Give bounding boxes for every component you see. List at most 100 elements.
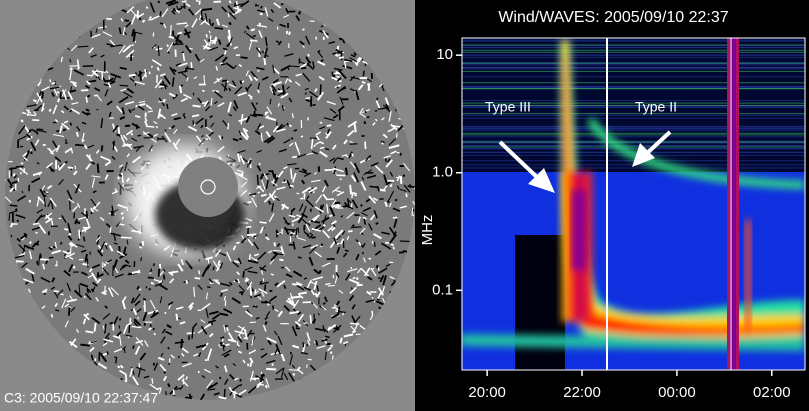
- speckle: [9, 214, 10, 220]
- speckle: [210, 19, 211, 25]
- speckle: [51, 314, 52, 318]
- speckle: [97, 272, 98, 277]
- speckle: [98, 164, 99, 173]
- annotation: Type III: [485, 99, 531, 115]
- speckle: [326, 199, 334, 200]
- speckle: [163, 100, 166, 101]
- speckle: [121, 213, 123, 215]
- speckle: [152, 66, 153, 68]
- speckle: [168, 384, 170, 387]
- speckle: [321, 244, 322, 246]
- speckle: [207, 287, 211, 288]
- speckle: [248, 163, 249, 167]
- speckle: [160, 264, 161, 269]
- speckle: [58, 98, 59, 102]
- speckle: [152, 378, 153, 383]
- speckle: [250, 285, 251, 295]
- speckle: [369, 83, 370, 91]
- speckle: [256, 4, 257, 6]
- speckle: [40, 253, 41, 259]
- speckle: [256, 103, 257, 105]
- speckle: [273, 306, 274, 310]
- speckle: [406, 193, 407, 197]
- speckle: [271, 274, 274, 275]
- speckle: [195, 278, 200, 279]
- speckle: [251, 29, 255, 30]
- speckle: [64, 229, 68, 230]
- speckle: [257, 175, 258, 185]
- speckle: [145, 69, 146, 77]
- speckle: [193, 93, 194, 96]
- speckle: [268, 303, 269, 305]
- speckle: [135, 41, 136, 43]
- speckle: [377, 98, 378, 100]
- speckle: [396, 133, 397, 137]
- speckle: [89, 341, 90, 344]
- speckle: [308, 359, 312, 360]
- speckle: [119, 224, 124, 225]
- y-tick-label: 1.0: [432, 164, 453, 181]
- occulter: [125, 145, 245, 255]
- speckle: [275, 174, 276, 180]
- speckle: [110, 323, 113, 324]
- speckle: [303, 29, 305, 30]
- speckle: [260, 13, 263, 14]
- speckle: [153, 263, 154, 265]
- y-tick-label: 10: [436, 46, 453, 63]
- speckle: [348, 231, 352, 232]
- speckle: [298, 367, 300, 369]
- speckle: [181, 339, 182, 348]
- speckle: [177, 23, 188, 24]
- speckle: [15, 209, 17, 210]
- speckle: [365, 142, 366, 149]
- speckle: [21, 163, 23, 164]
- speckle: [305, 170, 306, 173]
- speckle: [292, 157, 297, 158]
- speckle: [229, 22, 231, 24]
- speckle: [352, 225, 354, 226]
- speckle: [259, 222, 266, 223]
- speckle: [180, 86, 181, 93]
- speckle: [187, 280, 188, 284]
- speckle: [250, 40, 257, 41]
- speckle: [290, 186, 294, 187]
- speckle: [151, 283, 154, 284]
- speckle: [63, 129, 66, 130]
- speckle: [334, 328, 340, 329]
- speckle: [241, 57, 248, 58]
- speckle: [37, 129, 43, 130]
- speckle: [176, 314, 177, 321]
- speckle: [86, 97, 87, 103]
- speckle: [412, 208, 413, 216]
- x-tick-label: 00:00: [658, 384, 696, 401]
- speckle: [75, 166, 76, 170]
- speckle: [140, 18, 141, 20]
- speckle: [40, 259, 48, 260]
- speckle: [102, 145, 103, 151]
- speckle: [335, 311, 337, 312]
- speckle: [283, 85, 284, 96]
- speckle: [30, 242, 31, 244]
- speckle: [266, 369, 276, 370]
- speckle: [242, 171, 243, 176]
- speckle: [265, 285, 266, 291]
- speckle: [149, 72, 150, 74]
- speckle: [86, 211, 87, 219]
- speckle: [157, 67, 158, 70]
- speckle: [21, 172, 22, 174]
- speckle: [118, 127, 119, 134]
- speckle: [351, 288, 352, 290]
- speckle: [399, 252, 404, 253]
- speckle: [107, 352, 108, 355]
- speckle: [227, 81, 228, 83]
- speckle: [382, 143, 384, 145]
- speckle: [139, 289, 141, 290]
- speckle: [314, 191, 315, 193]
- speckle: [129, 75, 136, 76]
- speckle: [150, 17, 151, 19]
- speckle: [173, 389, 174, 395]
- speckle: [284, 179, 285, 181]
- y-axis-label: MHz: [419, 215, 436, 246]
- speckle: [351, 227, 362, 228]
- speckle: [352, 331, 354, 332]
